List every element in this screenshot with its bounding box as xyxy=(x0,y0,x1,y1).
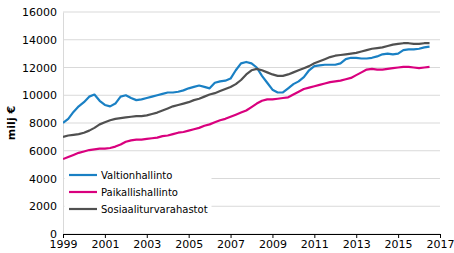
x-tick: 2007 xyxy=(217,234,245,251)
y-tick: 8000 xyxy=(29,117,63,130)
series-line xyxy=(63,67,430,159)
x-tick: 2009 xyxy=(259,234,287,251)
legend-swatch xyxy=(69,208,97,210)
grid-line xyxy=(63,123,440,124)
lines xyxy=(63,43,430,159)
y-tick: 10000 xyxy=(22,89,63,102)
legend-swatch xyxy=(69,174,97,176)
x-tick: 1999 xyxy=(50,234,78,251)
x-tick-label: 2011 xyxy=(301,238,329,251)
x-axis: 1999 2001 2003 2005 2007 2009 2011 2013 2015 2017 xyxy=(50,234,454,251)
y-tick: 2000 xyxy=(29,200,63,213)
legend-box xyxy=(65,163,211,226)
x-tick: 2011 xyxy=(301,234,329,251)
y-tick-label: 4000 xyxy=(29,173,57,186)
grid-line xyxy=(63,12,440,13)
x-tick: 2013 xyxy=(343,234,371,251)
legend-label: Sosiaaliturvarahastot xyxy=(101,204,208,215)
series-line xyxy=(63,43,430,137)
legend-label: Paikallishallinto xyxy=(101,187,178,198)
grid xyxy=(63,12,440,234)
y-tick: 4000 xyxy=(29,173,63,186)
y-tick-label: 6000 xyxy=(29,145,57,158)
y-tick-label: 16000 xyxy=(22,6,57,19)
y-tick: 12000 xyxy=(22,62,63,75)
x-tick-label: 2003 xyxy=(133,238,161,251)
x-tick-label: 1999 xyxy=(50,238,78,251)
legend: Valtionhallinto Paikallishallinto Sosiaali… xyxy=(65,163,211,226)
legend-label: Valtionhallinto xyxy=(101,170,172,181)
y-tick: 16000 xyxy=(22,6,63,19)
grid-line xyxy=(63,150,440,151)
x-tick-label: 2005 xyxy=(175,238,203,251)
x-tick: 2015 xyxy=(385,234,413,251)
plot: 0200040006000800010000120001400016000199… xyxy=(22,6,454,251)
x-tick: 2005 xyxy=(175,234,203,251)
y-tick-label: 8000 xyxy=(29,117,57,130)
grid-line xyxy=(63,67,440,68)
x-tick-label: 2001 xyxy=(91,238,119,251)
x-tick-label: 2009 xyxy=(259,238,287,251)
x-tick: 2003 xyxy=(133,234,161,251)
y-tick: 14000 xyxy=(22,34,63,47)
y-axis-title: milj € xyxy=(5,106,18,140)
x-tick-label: 2015 xyxy=(385,238,413,251)
y-axis: 0200040006000800010000120001400016000 xyxy=(22,6,64,241)
y-tick-label: 12000 xyxy=(22,62,57,75)
grid-line xyxy=(63,39,440,40)
y-tick-label: 14000 xyxy=(22,34,57,47)
y-tick-label: 10000 xyxy=(22,89,57,102)
x-tick-label: 2017 xyxy=(427,238,454,251)
x-tick: 2017 xyxy=(427,234,454,251)
x-tick-label: 2013 xyxy=(343,238,371,251)
y-tick-label: 2000 xyxy=(29,200,57,213)
y-tick: 6000 xyxy=(29,145,63,158)
grid-line xyxy=(63,95,440,96)
chart: 0200040006000800010000120001400016000199… xyxy=(0,0,454,253)
x-tick-label: 2007 xyxy=(217,238,245,251)
legend-swatch xyxy=(69,191,97,193)
x-tick: 2001 xyxy=(91,234,119,251)
